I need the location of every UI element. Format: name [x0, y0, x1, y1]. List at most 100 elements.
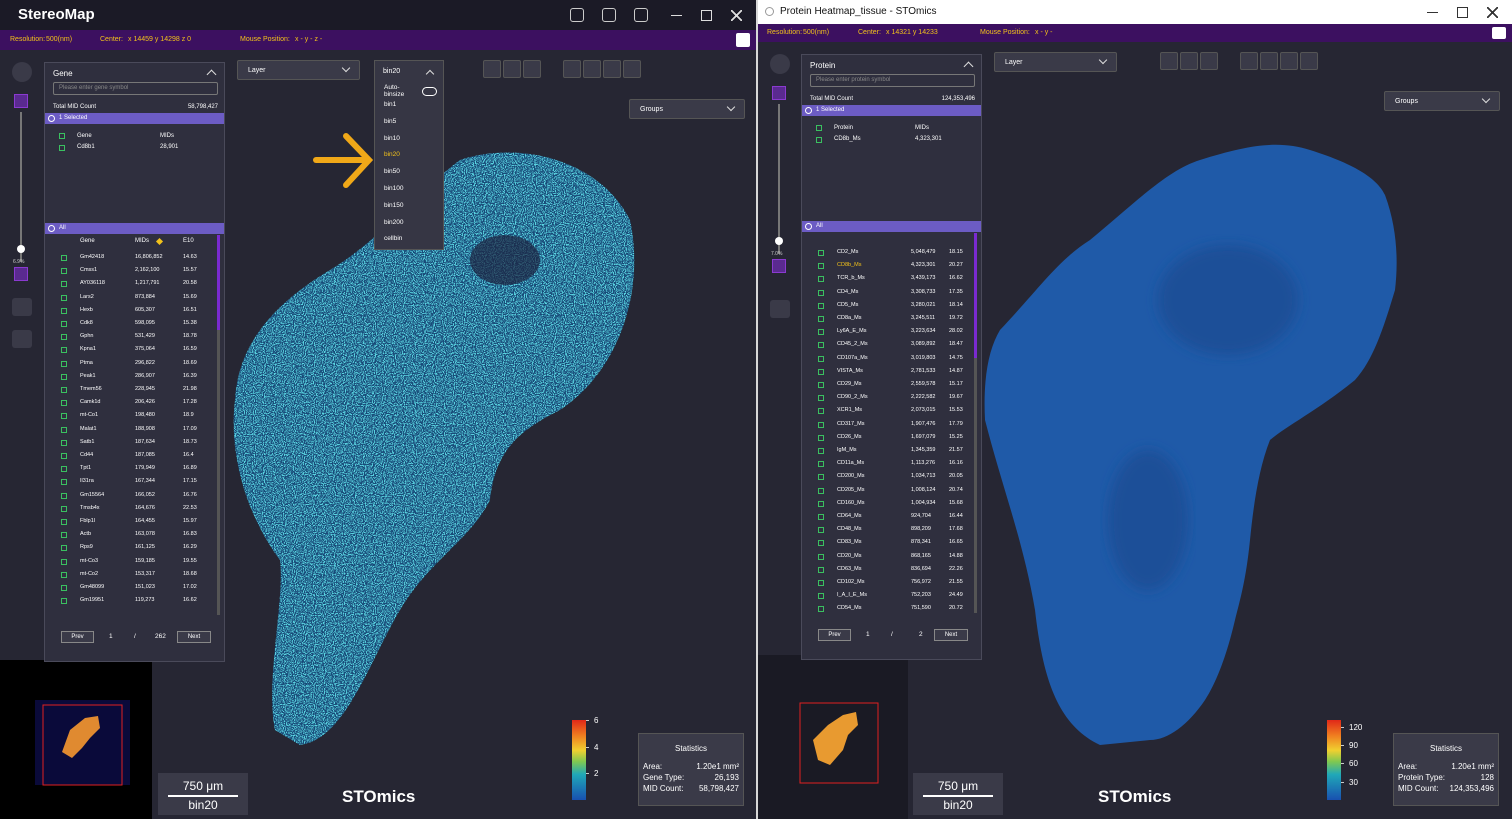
zoom-handle[interactable] [775, 237, 783, 245]
toolbar-icon[interactable] [602, 8, 616, 22]
checkbox[interactable] [61, 281, 67, 288]
window-min[interactable] [1427, 7, 1438, 13]
scrollbar-thumb[interactable] [217, 235, 220, 330]
checkbox[interactable] [818, 606, 824, 613]
checkbox[interactable] [61, 479, 67, 486]
layer-dropdown[interactable]: Layer [237, 60, 360, 80]
groups-dropdown[interactable]: Groups [1384, 91, 1500, 111]
tool-button[interactable] [623, 60, 641, 78]
prev-button[interactable]: Prev [818, 629, 851, 641]
tool-button[interactable] [563, 60, 581, 78]
checkbox[interactable] [61, 505, 67, 512]
checkbox[interactable] [61, 387, 67, 393]
tool-button[interactable] [1240, 52, 1258, 70]
checkbox[interactable] [818, 250, 824, 256]
checkbox[interactable] [818, 368, 824, 375]
folder-button[interactable] [12, 298, 32, 316]
checkbox[interactable] [818, 540, 824, 547]
checkbox[interactable] [818, 580, 824, 586]
checkbox[interactable] [818, 487, 824, 494]
tool-button[interactable] [1280, 52, 1298, 70]
window-close[interactable] [731, 10, 742, 21]
checkbox[interactable] [818, 448, 824, 454]
checkbox[interactable] [61, 334, 67, 341]
checkbox[interactable] [61, 321, 67, 327]
window-max[interactable] [701, 10, 712, 21]
tool-button[interactable] [1180, 52, 1198, 70]
tool-button[interactable] [1160, 52, 1178, 70]
checkbox[interactable] [818, 355, 824, 362]
checkbox[interactable] [61, 466, 67, 473]
tool-button[interactable] [503, 60, 521, 78]
checkbox[interactable] [818, 302, 824, 309]
collapse-icon[interactable] [206, 69, 217, 80]
checkbox[interactable] [818, 593, 824, 600]
toolbar-icon[interactable] [634, 8, 648, 22]
zoom-in[interactable] [14, 94, 28, 108]
collapse-icon[interactable] [963, 61, 974, 72]
tool-button[interactable] [1260, 52, 1278, 70]
checkbox[interactable] [61, 347, 67, 354]
checkbox[interactable] [818, 514, 824, 520]
checkbox[interactable] [818, 276, 824, 283]
checkbox[interactable] [61, 268, 67, 275]
layer-dropdown[interactable]: Layer [994, 52, 1117, 72]
bin-option[interactable]: cellbin [384, 235, 403, 243]
checkbox[interactable] [818, 566, 824, 573]
checkbox[interactable] [818, 553, 824, 560]
window-min[interactable] [671, 10, 682, 16]
window-max[interactable] [1457, 7, 1468, 18]
checkbox[interactable] [818, 263, 824, 270]
tool-button[interactable] [1200, 52, 1218, 70]
window-close[interactable] [1487, 7, 1498, 18]
search-input[interactable]: Please enter gene symbol [53, 82, 218, 95]
checkbox[interactable] [61, 360, 67, 367]
checkbox[interactable] [61, 492, 67, 499]
bin-option[interactable]: bin10 [384, 134, 400, 142]
checkbox[interactable] [818, 289, 824, 296]
checkbox[interactable] [818, 421, 824, 428]
checkbox[interactable] [818, 527, 824, 534]
checkbox[interactable] [61, 558, 67, 565]
home-button[interactable] [770, 54, 790, 74]
checkbox[interactable] [818, 408, 824, 415]
checkbox[interactable] [61, 400, 67, 407]
zoom-out[interactable] [14, 267, 28, 281]
tool-button[interactable] [523, 60, 541, 78]
checkbox[interactable] [61, 307, 67, 314]
tool-button[interactable] [603, 60, 621, 78]
next-button[interactable]: Next [177, 631, 211, 643]
checkbox[interactable] [818, 342, 824, 349]
checkbox[interactable] [59, 133, 65, 139]
bin-option[interactable]: bin20 [384, 151, 400, 159]
checkbox[interactable] [61, 519, 67, 525]
checkbox[interactable] [61, 373, 67, 380]
tool-button[interactable] [583, 60, 601, 78]
toolbar-icon[interactable] [570, 8, 584, 22]
bin-option[interactable]: bin200 [384, 218, 404, 226]
tool-button[interactable] [483, 60, 501, 78]
next-button[interactable]: Next [934, 629, 968, 641]
prev-button[interactable]: Prev [61, 631, 94, 643]
home-button[interactable] [12, 62, 32, 82]
zoom-handle[interactable] [17, 245, 25, 253]
checkbox[interactable] [61, 255, 67, 261]
tool-button[interactable] [1300, 52, 1318, 70]
checkbox[interactable] [61, 439, 67, 446]
checkbox[interactable] [818, 500, 824, 507]
checkbox[interactable] [61, 413, 67, 420]
checkbox[interactable] [818, 461, 824, 468]
bin-option[interactable]: bin5 [384, 117, 397, 125]
upload-button[interactable] [770, 300, 790, 318]
groups-dropdown[interactable]: Groups [629, 99, 745, 119]
zoom-out[interactable] [772, 259, 786, 273]
checkbox[interactable] [61, 426, 67, 433]
upload-button[interactable] [12, 330, 32, 348]
bin-option[interactable]: Auto-binsize [384, 84, 405, 98]
checkbox[interactable] [61, 545, 67, 552]
checkbox[interactable] [816, 125, 822, 131]
checkbox[interactable] [818, 474, 824, 481]
checkbox[interactable] [61, 585, 67, 591]
checkbox[interactable] [818, 316, 824, 322]
scrollbar-thumb[interactable] [974, 233, 977, 358]
